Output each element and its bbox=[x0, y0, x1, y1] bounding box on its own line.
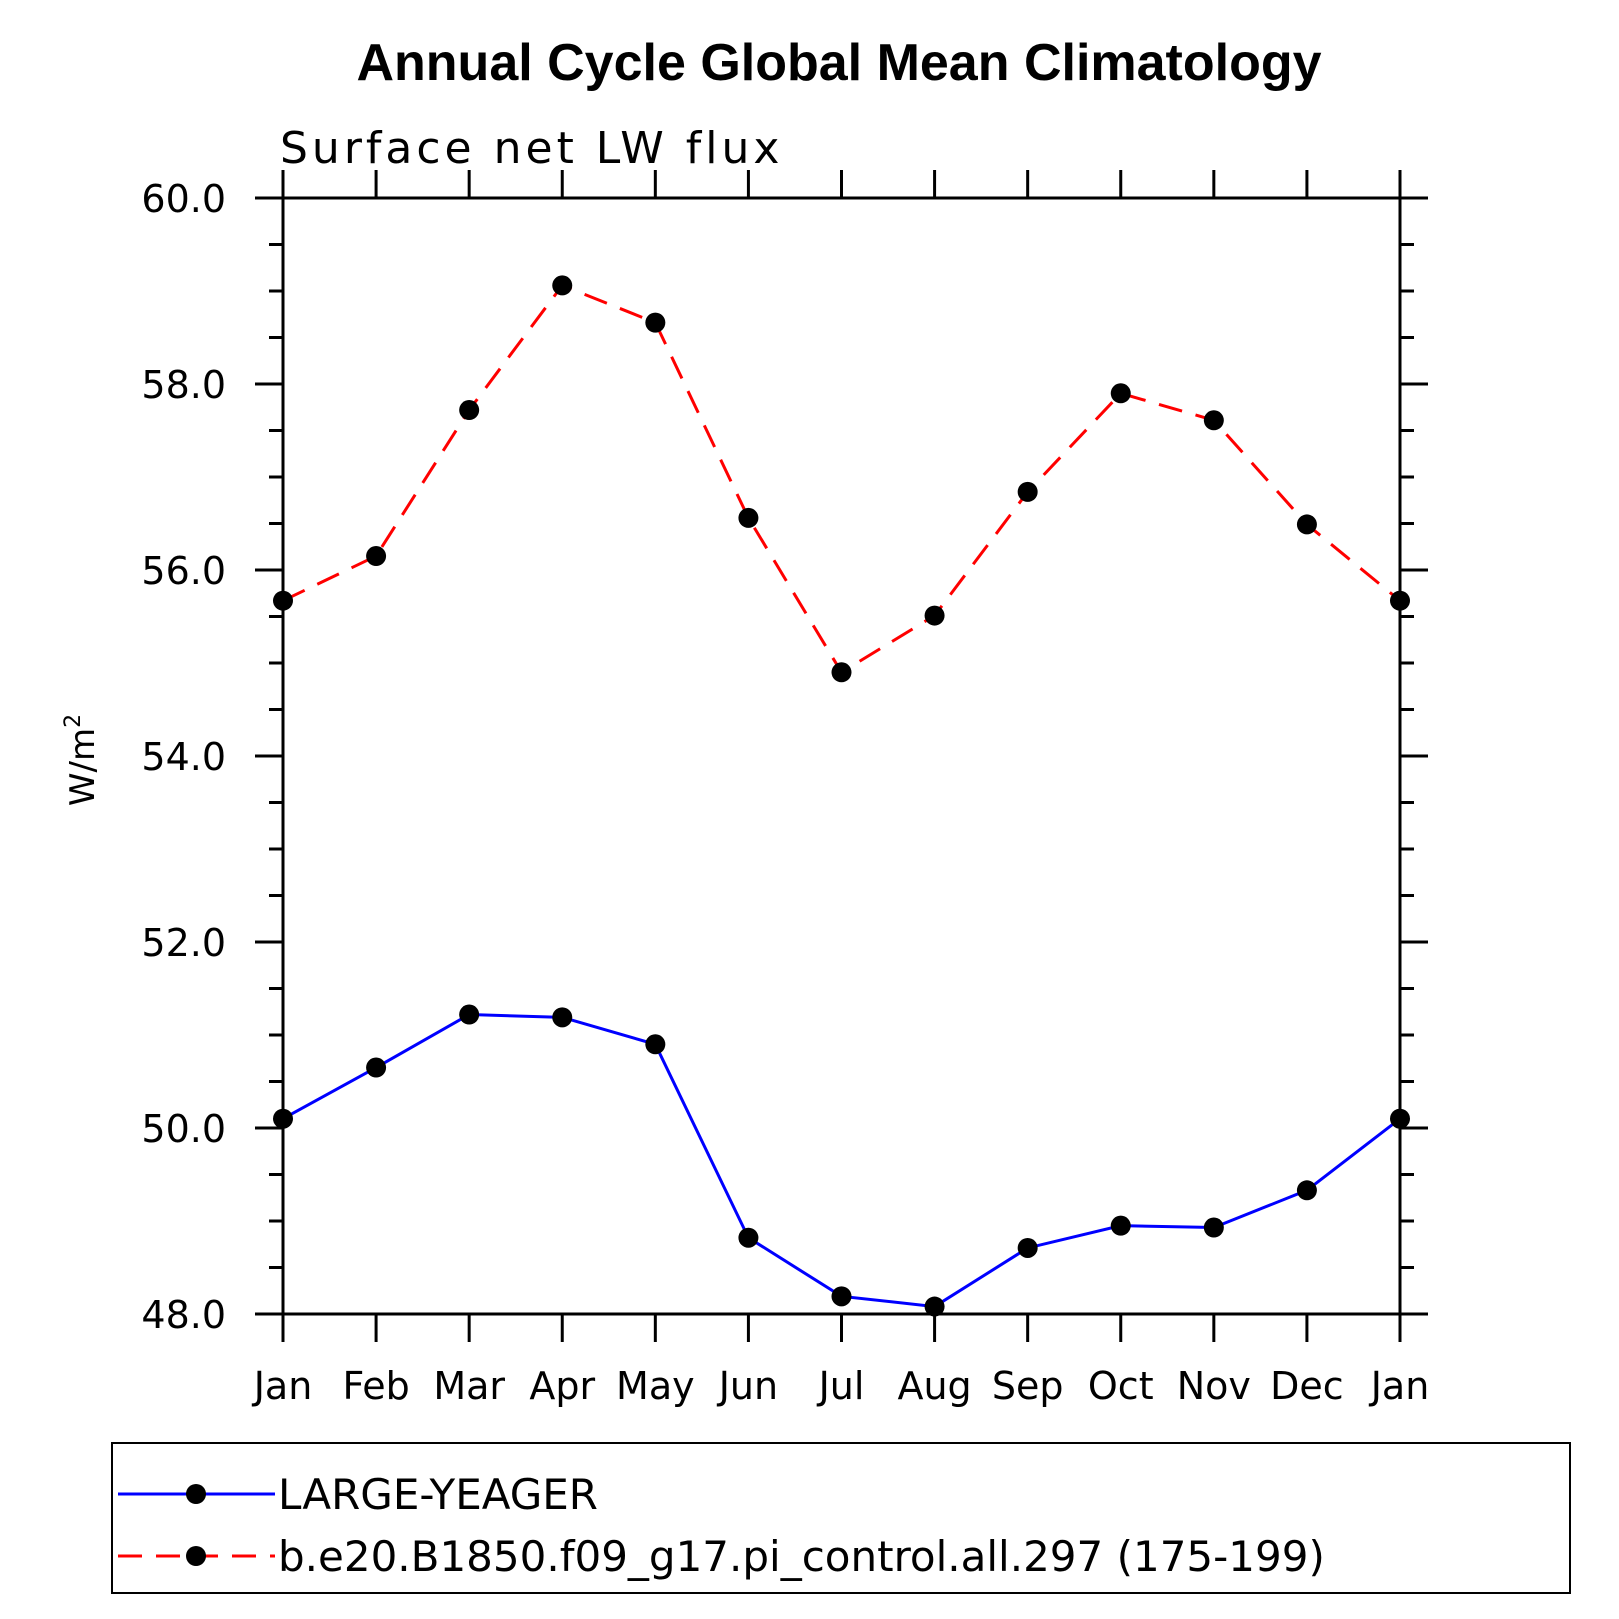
svg-text:W/m2: W/m2 bbox=[61, 714, 103, 806]
legend-label-1: b.e20.B1850.f09_g17.pi_control.all.297 (… bbox=[278, 1532, 1325, 1581]
x-tick-label: Aug bbox=[897, 1364, 971, 1408]
series-layer bbox=[273, 275, 1410, 1317]
series-1-point bbox=[645, 312, 666, 333]
x-tick-label: Jul bbox=[817, 1364, 865, 1408]
legend-box bbox=[111, 1442, 1571, 1594]
x-tick-label: Jun bbox=[717, 1364, 778, 1408]
y-axis-label: W/m2 bbox=[61, 714, 103, 806]
x-tick-label: Mar bbox=[433, 1364, 505, 1408]
series-0-point bbox=[1110, 1215, 1131, 1236]
series-0-point bbox=[831, 1286, 852, 1307]
chart-title: Annual Cycle Global Mean Climatology bbox=[356, 34, 1321, 92]
y-axis-label-superscript: 2 bbox=[61, 714, 86, 728]
series-1-point bbox=[1390, 590, 1410, 611]
series-1-point bbox=[1017, 481, 1038, 502]
series-1-point bbox=[924, 605, 945, 626]
series-1-point bbox=[1203, 410, 1224, 431]
y-tick-label: 50.0 bbox=[141, 1107, 226, 1151]
series-1-point bbox=[273, 590, 293, 611]
x-tick-label: Dec bbox=[1270, 1364, 1344, 1408]
series-0-point bbox=[738, 1227, 759, 1248]
x-tick-label: Jan bbox=[1369, 1364, 1430, 1408]
legend-label-0: LARGE-YEAGER bbox=[278, 1470, 598, 1519]
series-line-1 bbox=[282, 283, 1401, 675]
legend-marker-1 bbox=[186, 1546, 206, 1566]
series-1-point bbox=[1296, 514, 1317, 535]
series-0-point bbox=[366, 1057, 387, 1078]
series-0-point bbox=[645, 1034, 666, 1055]
legend: LARGE-YEAGER b.e20.B1850.f09_g17.pi_contr… bbox=[111, 1442, 1571, 1594]
x-tick-label: May bbox=[616, 1364, 695, 1408]
series-1-point bbox=[1110, 383, 1131, 404]
x-tick-label: Nov bbox=[1177, 1364, 1251, 1408]
series-0-point bbox=[459, 1004, 480, 1025]
y-tick-label: 48.0 bbox=[141, 1293, 226, 1337]
x-tick-label: Feb bbox=[342, 1364, 409, 1408]
y-tick-label: 56.0 bbox=[141, 549, 226, 593]
series-1-point bbox=[366, 546, 387, 567]
y-tick-label: 52.0 bbox=[141, 921, 226, 965]
x-tick-label: Sep bbox=[992, 1364, 1064, 1408]
series-1-point bbox=[459, 400, 480, 421]
x-tick-label: Oct bbox=[1088, 1364, 1154, 1408]
series-0-point bbox=[1203, 1217, 1224, 1238]
series-line-0 bbox=[282, 1013, 1401, 1309]
y-axis-label-text: W/m bbox=[63, 728, 103, 806]
series-1-point bbox=[738, 507, 759, 528]
series-0-point bbox=[273, 1108, 293, 1129]
series-0-point bbox=[1017, 1237, 1038, 1258]
y-tick-label: 54.0 bbox=[141, 735, 226, 779]
series-0-point bbox=[924, 1296, 945, 1317]
x-tick-label: Apr bbox=[529, 1364, 595, 1408]
x-tick-label: Jan bbox=[252, 1364, 313, 1408]
chart-subtitle: Surface net LW flux bbox=[280, 123, 783, 174]
series-1-point bbox=[552, 275, 573, 296]
series-1-point bbox=[831, 662, 852, 683]
axis-ticks: Jan Feb Mar Apr May Jun Jul Aug Sep Oct Nov Dec Jan 4… bbox=[141, 170, 1429, 1408]
y-tick-label: 60.0 bbox=[141, 177, 226, 221]
y-tick-label: 58.0 bbox=[141, 363, 226, 407]
series-0-point bbox=[552, 1007, 573, 1028]
series-0-point bbox=[1390, 1108, 1410, 1129]
plot-frame bbox=[281, 196, 1402, 1316]
legend-marker-0 bbox=[186, 1484, 206, 1504]
series-0-point bbox=[1296, 1180, 1317, 1201]
